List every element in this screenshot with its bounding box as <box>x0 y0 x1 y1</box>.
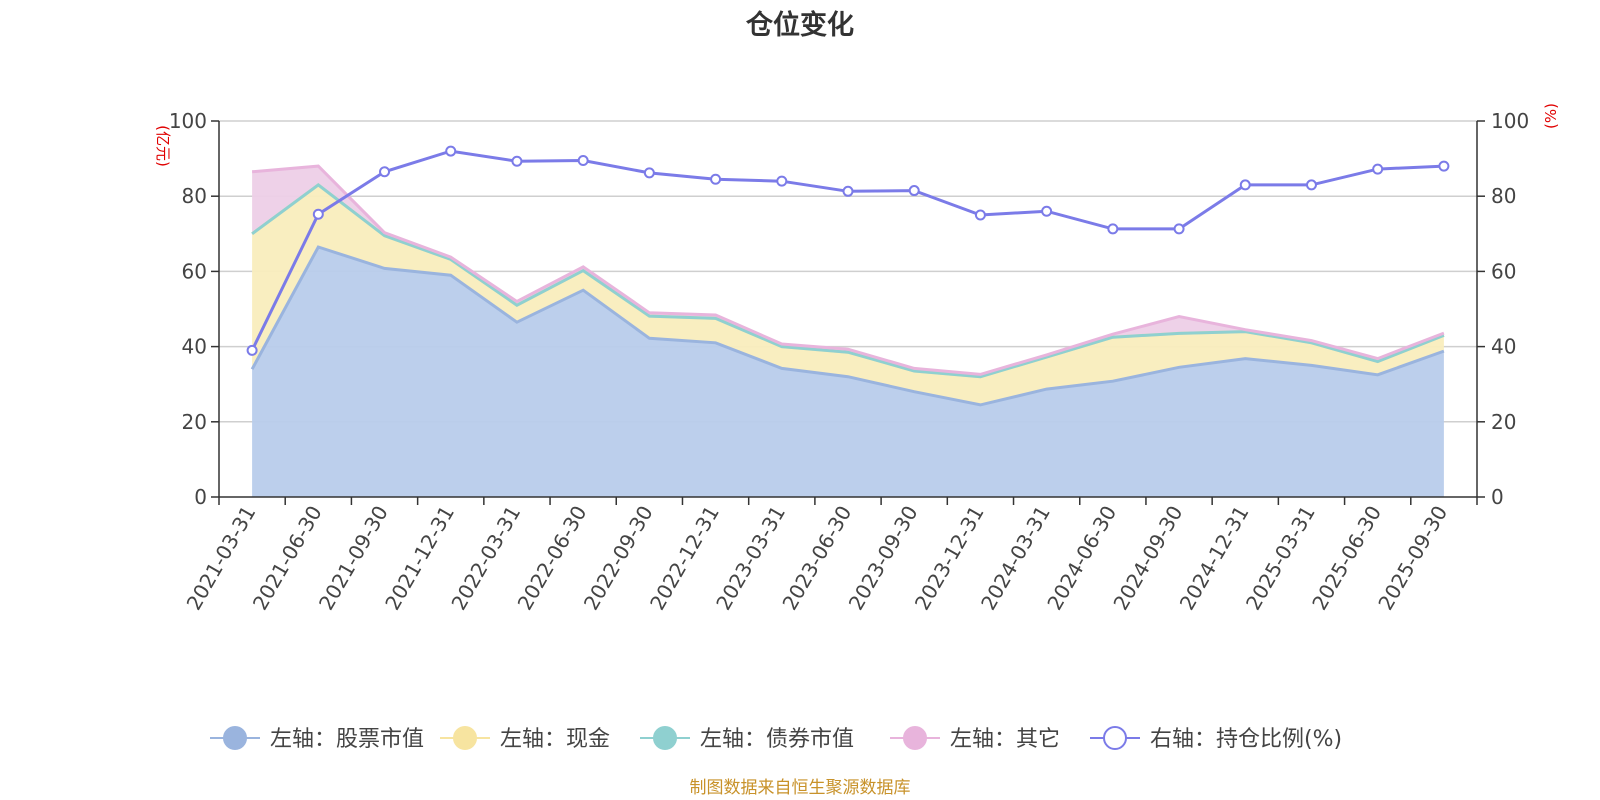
x-axis-tick-label: 2022-09-30 <box>579 502 658 615</box>
x-axis-tick-label: 2024-06-30 <box>1042 502 1121 615</box>
ratio-point <box>1305 179 1317 191</box>
legend-item: 左轴：股票市值 <box>210 726 424 752</box>
area-edge-stock <box>250 245 1445 407</box>
x-axis-tick-label: 2024-03-31 <box>976 502 1055 615</box>
legend-item: 左轴：现金 <box>440 726 610 752</box>
x-axis-tick-label: 2023-09-30 <box>844 502 923 615</box>
ratio-point <box>643 167 655 179</box>
legend-label: 左轴：现金 <box>500 727 610 752</box>
x-axis-tick-label: 2025-06-30 <box>1307 502 1386 615</box>
ratio-line-series <box>246 145 1450 356</box>
ratio-point <box>908 185 920 197</box>
x-axis-tick-label: 2021-09-30 <box>314 502 393 615</box>
right-axis-unit: (%) <box>1542 103 1560 129</box>
ratio-point <box>246 344 258 356</box>
legend-symbol <box>903 726 927 750</box>
legend-label: 左轴：股票市值 <box>270 727 424 752</box>
legend: 左轴：股票市值 左轴：现金 左轴：债券市值 左轴：其它 右轴：持仓比例(%) <box>210 726 1342 752</box>
legend-symbol <box>223 726 247 750</box>
data-source-note: 制图数据来自恒生聚源数据库 <box>690 778 911 798</box>
area-edge-other <box>251 164 1445 376</box>
ratio-point <box>842 185 854 197</box>
x-axis-tick-label: 2025-09-30 <box>1373 502 1452 615</box>
x-axis-tick-label: 2022-06-30 <box>513 502 592 615</box>
ratio-point <box>1372 163 1384 175</box>
legend-symbol <box>1103 726 1127 750</box>
x-axis-tick-label: 2023-03-31 <box>711 502 790 615</box>
ratio-point <box>1239 179 1251 191</box>
ratio-point <box>511 155 523 167</box>
ratio-point <box>312 208 324 220</box>
right-axis-tick-label: 60 <box>1491 259 1516 283</box>
left-axis-tick-label: 80 <box>182 184 207 208</box>
legend-label: 右轴：持仓比例(%) <box>1150 727 1342 752</box>
right-axis-tick-label: 100 <box>1491 109 1529 133</box>
stacked-areas <box>252 166 1444 497</box>
left-axis-tick-label: 100 <box>169 109 207 133</box>
legend-item: 左轴：债券市值 <box>640 726 854 752</box>
area-edge-lines <box>250 164 1445 407</box>
right-axis-tick-label: 0 <box>1491 485 1504 509</box>
x-axis-tick-label: 2024-09-30 <box>1108 502 1187 615</box>
area-stock <box>252 247 1444 497</box>
x-axis-tick-label: 2022-12-31 <box>645 502 724 615</box>
x-axis-tick-label: 2023-06-30 <box>777 502 856 615</box>
ratio-point <box>710 173 722 185</box>
left-axis-tick-label: 40 <box>182 335 207 359</box>
legend-symbol <box>453 726 477 750</box>
legend-label: 左轴：债券市值 <box>700 727 854 752</box>
left-axis-tick-label: 20 <box>182 410 207 434</box>
legend-label: 左轴：其它 <box>950 727 1060 752</box>
x-axis-tick-label: 2023-12-31 <box>910 502 989 615</box>
area-cash <box>252 184 1444 405</box>
x-axis-tick-label: 2021-06-30 <box>248 502 327 615</box>
x-axis-tick-label: 2022-03-31 <box>446 502 525 615</box>
ratio-point <box>1107 223 1119 235</box>
ratio-point <box>974 209 986 221</box>
chart-title: 仓位变化 <box>745 9 854 41</box>
x-axis-tick-label: 2021-12-31 <box>380 502 459 615</box>
x-axis-tick-label: 2021-03-31 <box>182 502 261 615</box>
ratio-point <box>1173 223 1185 235</box>
right-axis-tick-label: 80 <box>1491 184 1516 208</box>
x-axis-tick-label: 2025-03-31 <box>1241 502 1320 615</box>
area-edge-bond <box>251 183 1445 379</box>
left-axis-tick-label: 60 <box>182 259 207 283</box>
left-axis-tick-label: 0 <box>194 485 207 509</box>
ratio-point <box>445 145 457 157</box>
ratio-point <box>1041 205 1053 217</box>
ratio-point <box>1438 160 1450 172</box>
right-axis-tick-label: 40 <box>1491 335 1516 359</box>
ratio-point <box>379 166 391 178</box>
x-axis-tick-label: 2024-12-31 <box>1175 502 1254 615</box>
right-axis-tick-label: 20 <box>1491 410 1516 434</box>
ratio-point <box>577 154 589 166</box>
ratio-point <box>776 175 788 187</box>
left-axis-unit: (亿元) <box>154 125 172 167</box>
legend-item: 左轴：其它 <box>890 726 1060 752</box>
legend-symbol <box>653 726 677 750</box>
legend-item: 右轴：持仓比例(%) <box>1090 726 1342 752</box>
